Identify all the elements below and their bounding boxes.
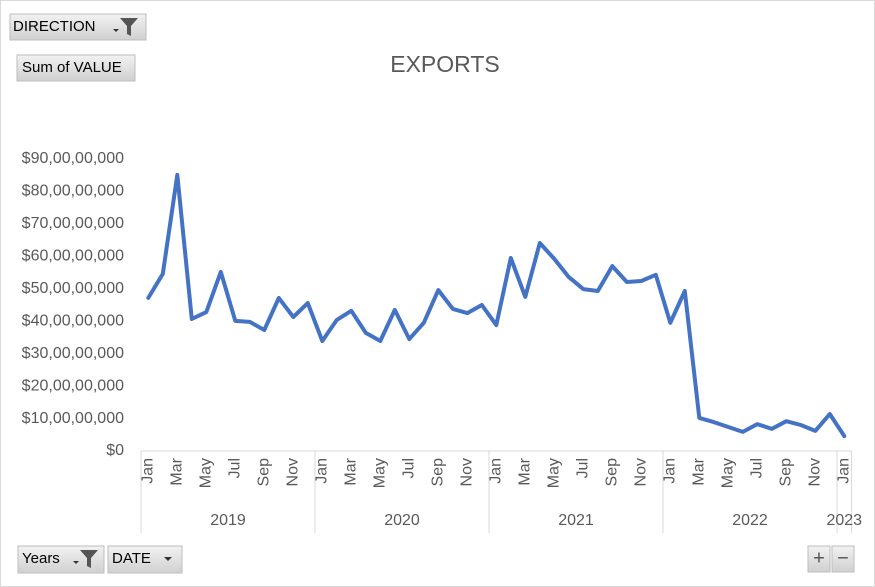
y-tick-label: $90,00,00,000 xyxy=(22,150,124,167)
x-tick-label: May xyxy=(545,458,562,488)
x-tick-label: Nov xyxy=(806,458,823,486)
y-tick-label: $60,00,00,000 xyxy=(22,248,124,265)
x-tick-label: Jul xyxy=(574,458,591,478)
y-tick-label: $10,00,00,000 xyxy=(22,410,124,427)
x-tick-label: Sep xyxy=(777,458,794,487)
x-tick-label: Jan xyxy=(661,458,678,484)
x-tick-label: May xyxy=(719,458,736,488)
x-tick-label: May xyxy=(371,458,388,488)
x-tick-label: Mar xyxy=(690,457,707,485)
x-tick-label: Jan xyxy=(139,458,156,484)
x-tick-label: Jul xyxy=(400,458,417,478)
x-tick-label: Jan xyxy=(835,458,852,484)
value-button[interactable]: Sum of VALUE xyxy=(16,54,136,82)
year-label: 2020 xyxy=(384,512,420,529)
y-tick-label: $20,00,00,000 xyxy=(22,377,124,394)
y-tick-label: $40,00,00,000 xyxy=(22,312,124,329)
line-series xyxy=(146,172,847,439)
value-button-label: Sum of VALUE xyxy=(22,59,122,76)
x-tick-label: Sep xyxy=(255,458,272,487)
date-button-label: DATE xyxy=(112,550,151,567)
x-tick-label: Mar xyxy=(168,457,185,485)
year-label: 2019 xyxy=(210,512,246,529)
year-label: 2021 xyxy=(558,512,594,529)
x-tick-label: Jul xyxy=(748,458,765,478)
x-tick-label: Jul xyxy=(226,458,243,478)
x-tick-label: Mar xyxy=(516,457,533,485)
dropdown-arrow xyxy=(73,561,79,564)
expand-label: + xyxy=(813,547,825,569)
x-tick-label: Nov xyxy=(632,458,649,486)
expand-button[interactable]: + xyxy=(807,545,831,573)
filter-button-label: DIRECTION xyxy=(13,18,96,35)
y-tick-label: $0 xyxy=(106,442,124,459)
chart-title: EXPORTS xyxy=(390,51,500,77)
year-label: 2022 xyxy=(732,512,768,529)
filter-button[interactable]: DIRECTION xyxy=(9,13,147,41)
dropdown-arrow xyxy=(164,557,172,561)
x-tick-label: Nov xyxy=(284,458,301,486)
collapse-label: − xyxy=(837,547,849,569)
date-button[interactable]: DATE xyxy=(107,545,183,574)
dropdown-arrow xyxy=(113,29,119,32)
x-tick-label: Sep xyxy=(429,458,446,487)
collapse-button[interactable]: − xyxy=(831,545,855,573)
year-label: 2023 xyxy=(826,512,862,529)
x-tick-label: Jan xyxy=(313,458,330,484)
years-button-label: Years xyxy=(22,550,60,567)
x-tick-label: May xyxy=(197,458,214,488)
filter-icon xyxy=(120,18,138,36)
y-tick-label: $50,00,00,000 xyxy=(22,280,124,297)
x-tick-label: Nov xyxy=(458,458,475,486)
x-tick-label: Jan xyxy=(487,458,504,484)
y-tick-label: $70,00,00,000 xyxy=(22,215,124,232)
y-tick-label: $80,00,00,000 xyxy=(22,183,124,200)
y-tick-label: $30,00,00,000 xyxy=(22,345,124,362)
filter-icon xyxy=(80,550,98,568)
x-tick-label: Sep xyxy=(603,458,620,487)
x-tick-label: Mar xyxy=(342,457,359,485)
years-button[interactable]: Years xyxy=(17,545,105,574)
